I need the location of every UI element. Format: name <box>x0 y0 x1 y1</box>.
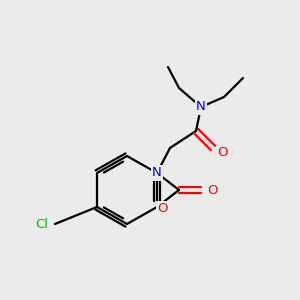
Text: O: O <box>208 184 218 196</box>
Text: N: N <box>196 100 206 113</box>
Text: O: O <box>217 146 227 158</box>
Text: Cl: Cl <box>35 218 49 230</box>
Text: O: O <box>157 202 167 215</box>
Text: N: N <box>152 167 162 179</box>
